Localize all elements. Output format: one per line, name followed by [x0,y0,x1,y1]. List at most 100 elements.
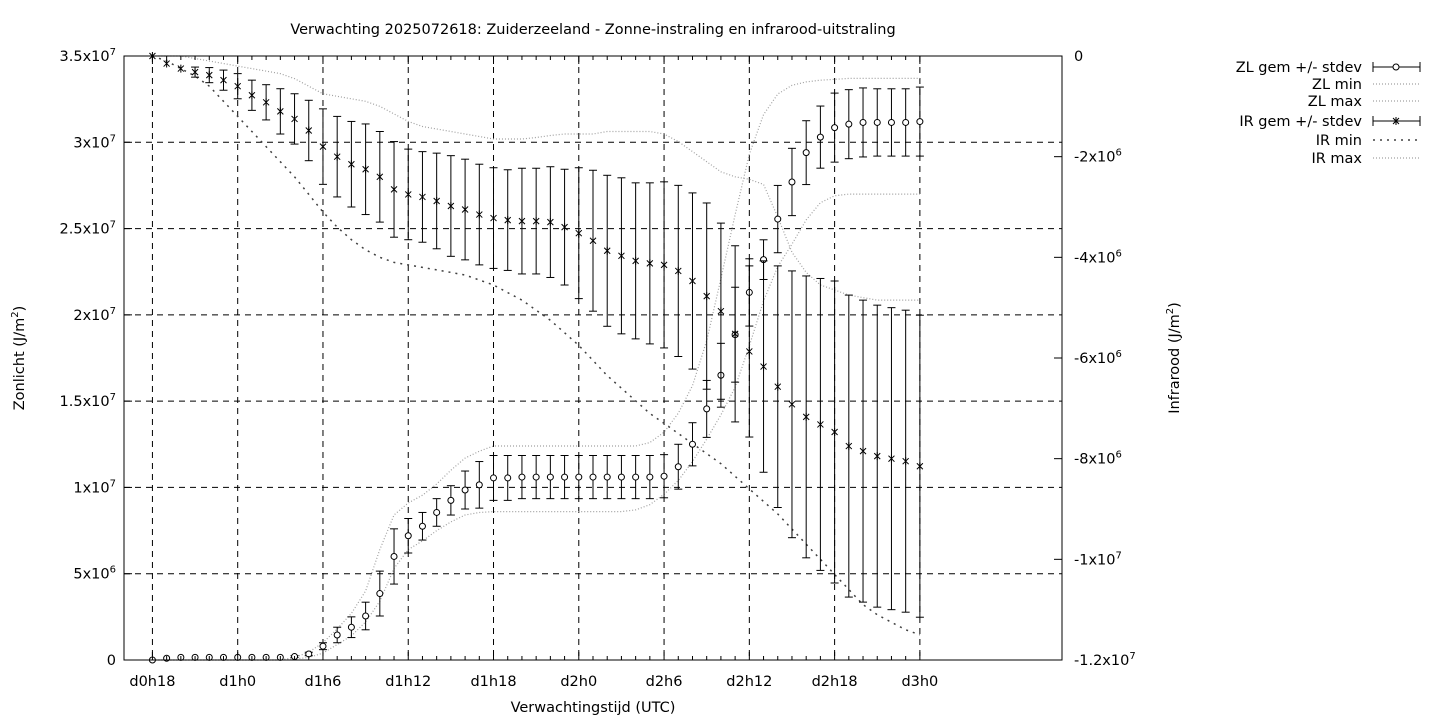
y-axis-label-base: Zonlicht (J/m [12,318,28,410]
ir-point-14 [348,160,355,169]
y-axis-label-tail: ) [12,306,28,312]
ir-mean-series [149,52,924,618]
ir-point-32 [603,246,611,255]
y-tick-label-1: 5x106 [73,565,116,583]
y-axis-label: Zonlicht (J/m2) [10,306,28,411]
legend-label-zl-min: ZL min [1312,77,1362,93]
ir-point-54 [916,462,924,471]
ir-point-50 [859,447,867,456]
zl-point-30 [575,473,583,481]
zl-point-34 [632,473,640,481]
ir-point-39 [703,292,711,301]
ir-point-42 [745,347,753,356]
ir-point-31 [589,236,597,245]
legend-label-zl-max: ZL max [1308,94,1363,110]
ir-point-4 [205,71,213,80]
zl-point-19 [418,522,426,530]
zl-point-23 [475,481,483,489]
ir-point-28 [547,218,554,227]
x-tick-label-4: d1h18 [470,674,516,690]
ir-point-34 [632,256,639,265]
ir-point-40 [717,307,725,316]
x-tick-label-9: d3h0 [901,674,938,690]
legend-label-ir-min: IR min [1316,133,1362,149]
ir-point-24 [490,214,497,223]
zl-point-17 [390,552,398,560]
y2-axis-label-base: Infrarood (J/m [1167,314,1183,414]
zl-point-48 [831,124,839,132]
x-tick-label-3: d1h12 [385,674,431,690]
zl-point-20 [433,508,441,516]
zl-point-25 [504,474,512,482]
zl-point-14 [347,623,355,631]
ir-point-47 [817,420,824,429]
ir-point-49 [845,442,853,451]
y-tick-label-5: 2.5x107 [60,220,116,238]
zl-point-54 [916,118,924,126]
legend-swatch-ir-mean [1372,116,1421,126]
zl-point-33 [617,473,625,481]
zl-point-51 [873,118,881,126]
y2-tick-label-4: -8x106 [1074,450,1122,468]
zl-point-37 [674,463,682,471]
zl-point-44 [774,215,782,223]
zl-point-53 [902,118,910,126]
ir-point-22 [461,205,469,214]
x-tick-label-2: d1h6 [305,674,342,690]
zl-point-38 [688,440,696,448]
y2-axis-label-tail: ) [1167,302,1183,308]
zl-point-12 [319,642,327,650]
ir-point-5 [220,76,227,85]
y2-tick-label-3: -6x106 [1074,349,1122,367]
zl-point-18 [404,532,412,540]
ir-point-33 [618,251,625,260]
y-tick-label-4: 2x107 [73,306,116,324]
zl-point-26 [518,473,526,481]
zl-point-45 [788,178,796,186]
zl-point-29 [561,473,569,481]
legend-swatch-zl-mean [1372,62,1421,72]
y-tick-label-6: 3x107 [73,133,116,151]
zl-point-24 [490,474,498,482]
zl-point-28 [546,473,554,481]
x-tick-label-7: d2h12 [726,674,772,690]
plot-frame [123,55,1063,661]
zl-point-21 [447,496,455,504]
zl-point-31 [589,473,597,481]
ir-point-26 [518,217,526,226]
ir-point-21 [447,201,455,210]
series-layer [148,52,924,664]
ir-min-line [152,55,921,636]
legend-label-zl-mean: ZL gem +/- stdev [1236,60,1363,76]
ir-point-52 [888,454,895,463]
y-axis-right: 0 -2x106 -4x106 -6x106 -8x106 -1x107 -1.2x107 [1054,49,1136,669]
ir-point-51 [873,452,881,461]
zl-point-52 [887,118,895,126]
zl-point-47 [816,133,824,141]
legend-label-ir-max: IR max [1311,151,1362,167]
y-tick-label-7: 3.5x107 [60,47,116,65]
legend: ZL gem +/- stdev ZL min ZL max IR gem +/… [1236,60,1421,167]
ir-point-27 [532,217,540,226]
ir-point-3 [191,68,199,77]
ir-point-53 [902,457,910,466]
y2-axis-label: Infrarood (J/m2) [1165,302,1183,414]
ir-point-6 [234,82,242,91]
ir-point-20 [433,196,441,205]
ir-point-48 [831,427,838,436]
zl-point-22 [461,486,469,494]
ir-point-30 [575,229,583,238]
ir-point-1 [163,59,170,68]
ir-point-35 [646,259,654,268]
y2-tick-label-5: -1x107 [1074,550,1122,568]
zl-point-39 [703,405,711,413]
ir-point-29 [561,223,568,232]
y2-tick-label-0: 0 [1074,49,1083,65]
ir-point-38 [689,276,696,285]
ir-point-7 [248,91,256,100]
ir-point-11 [305,126,313,135]
zl-point-13 [333,631,341,639]
y-tick-label-2: 1x107 [73,478,116,496]
ir-point-12 [319,142,327,151]
